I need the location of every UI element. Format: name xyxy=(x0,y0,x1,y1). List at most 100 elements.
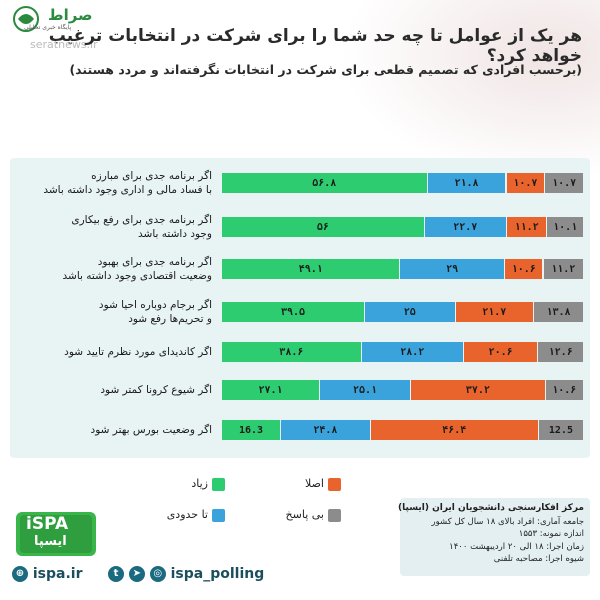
data-label: ۳۸.۶ xyxy=(279,346,304,358)
bar-segment-zyad: ۳۸.۶ xyxy=(222,342,361,362)
bar-segment-asla: ۲۰.۶ xyxy=(463,342,538,362)
legend-swatch-zyad xyxy=(212,478,225,491)
header-background xyxy=(340,0,600,180)
bar-segment-zyad: ۲۷.۱ xyxy=(222,380,320,400)
bar-segment-bi-pasokh: ۱۲.۶ xyxy=(538,342,583,362)
row-label-line: اگر برنامه جدی برای مبارزه xyxy=(91,170,212,182)
legend-label-ta-hodudi: تا حدودی xyxy=(166,508,208,521)
data-label: ۲۰.۶ xyxy=(488,346,513,358)
bar-segment-zyad: ۳۹.۵ xyxy=(222,302,364,322)
telegram-icon[interactable]: ➤ xyxy=(128,566,145,582)
data-label: ۲۱.۷ xyxy=(482,306,507,318)
survey-info-box: مرکز افکارسنجی دانشجویان ایران (ایسپا) ج… xyxy=(398,498,590,576)
bar-segment-asla: ۳۷.۲ xyxy=(411,380,545,400)
bar-segment-ta-hodudi: ۲۹ xyxy=(400,259,505,279)
row-label: اگر برنامه جدی برای مبارزه با فساد مالی و… xyxy=(12,169,212,197)
bar-segment-zyad: ۵۶.۸ xyxy=(222,173,427,193)
row-label-line: وجود داشته باشد xyxy=(138,228,212,240)
data-label: 16.3 xyxy=(238,424,264,436)
legend-swatch-bi-pasokh xyxy=(328,509,341,522)
bar-segment-zyad: ۵۶ xyxy=(222,217,424,237)
ispa-logo-persian: ایسپا xyxy=(34,534,67,549)
row-label: اگر کاندیدای مورد نظرم تایید شود xyxy=(12,345,212,359)
bar-segment-asla: ۱۱.۲ xyxy=(506,217,547,237)
bar-segment-asla: ۲۱.۷ xyxy=(455,302,534,322)
data-label: ۱۱.۲ xyxy=(514,221,539,233)
data-label: ۳۷.۲ xyxy=(465,384,490,396)
bar-segment-bi-pasokh: 12.5 xyxy=(538,420,584,440)
bar-segment-bi-pasokh: ۱۰.۶ xyxy=(545,380,583,400)
data-label: ۱۱.۲ xyxy=(551,263,576,275)
row-label: اگر وضعیت بورس بهتر شود xyxy=(12,423,212,437)
data-label: ۵۶.۸ xyxy=(312,177,337,189)
bar-segment-asla: ۱۰.۶ xyxy=(505,259,543,279)
serat-brand-text: صراط xyxy=(48,6,93,24)
bar-segment-ta-hodudi: ۲۵ xyxy=(365,302,455,322)
legend-label-zyad: زیاد xyxy=(191,477,208,490)
data-label: ۲۵ xyxy=(403,306,416,318)
data-label: ۲۷.۱ xyxy=(258,384,283,396)
legend-swatch-asla xyxy=(328,478,341,491)
website-link[interactable]: ⊕ ispa.ir xyxy=(12,566,83,582)
data-label: ۵۶ xyxy=(316,221,329,233)
data-label: ۲۵.۱ xyxy=(352,384,378,396)
info-sample: اندازه نمونه: ۱۵۵۳ xyxy=(518,529,584,539)
row-label-line: اگر کاندیدای مورد نظرم تایید شود xyxy=(64,346,212,358)
social-links[interactable]: t ➤ ◎ ispa_polling xyxy=(108,566,264,582)
globe-icon: ⊕ xyxy=(12,566,28,582)
row-label: اگر برنامه جدی برای بهبود وضعیت اقتصادی و… xyxy=(12,255,212,283)
data-label: ۲۸.۲ xyxy=(400,346,425,358)
row-label: اگر شیوع کرونا کمتر شود xyxy=(12,383,212,397)
bar-segment-zyad: ۴۹.۱ xyxy=(222,259,400,279)
instagram-icon[interactable]: ◎ xyxy=(149,566,166,582)
data-label: ۲۹ xyxy=(446,263,459,275)
row-label-line: اگر برجام دوباره احیا شود xyxy=(98,299,212,311)
legend-label-asla: اصلا xyxy=(305,477,324,490)
data-label: ۱۰.۷ xyxy=(552,177,577,189)
info-date: زمان اجرا: ۱۸ الی ۲۰ اردیبهشت ۱۴۰۰ xyxy=(449,541,584,552)
row-label-line: اگر برنامه جدی برای رفع بیکاری xyxy=(71,214,212,226)
serat-sub-text: پایگاه خبری تحلیلی xyxy=(24,24,72,31)
row-label-line: اگر شیوع کرونا کمتر شود xyxy=(100,384,212,396)
data-label: ۱۳.۸ xyxy=(546,306,571,318)
bar-segment-asla: ۴۶.۴ xyxy=(370,420,538,440)
data-label: ۱۰.۶ xyxy=(552,384,577,396)
row-label-line: و تحریم‌ها رفع شود xyxy=(128,313,212,325)
legend-swatch-ta-hodudi xyxy=(212,509,225,522)
bar-segment-bi-pasokh: ۱۰.۷ xyxy=(545,173,583,193)
watermark: seratnews.ir xyxy=(30,38,98,51)
bar-segment-ta-hodudi: ۲۸.۲ xyxy=(361,342,463,362)
bar-segment-ta-hodudi: ۲۲.۷ xyxy=(424,217,506,237)
bar-segment-ta-hodudi: ۲۱.۸ xyxy=(427,173,506,193)
row-label-line: اگر برنامه جدی برای بهبود xyxy=(97,256,212,268)
data-label: ۱۰.۶ xyxy=(511,263,536,275)
info-population: جامعه آماری: افراد بالای ۱۸ سال کل کشور xyxy=(431,516,584,527)
data-label: ۲۲.۷ xyxy=(453,221,478,233)
data-label: ۲۴.۸ xyxy=(313,424,338,436)
data-label: ۱۰.۱ xyxy=(553,221,578,233)
row-label-line: اگر وضعیت بورس بهتر شود xyxy=(90,424,212,436)
chart-subtitle: (برحسب افرادی که تصمیم قطعی برای شرکت در… xyxy=(69,62,582,77)
bar-segment-bi-pasokh: ۱۰.۱ xyxy=(547,217,583,237)
twitter-icon[interactable]: t xyxy=(108,566,124,582)
bar-segment-ta-hodudi: ۲۵.۱ xyxy=(320,380,410,400)
legend-label-bi-pasokh: بی پاسخ xyxy=(285,508,324,521)
ispa-logo: iSPA ایسپا xyxy=(12,510,100,558)
data-label: ۴۹.۱ xyxy=(298,263,323,275)
ispa-logo-latin: iSPA xyxy=(26,514,69,534)
serat-emblem-icon xyxy=(13,6,39,32)
website-text: ispa.ir xyxy=(32,566,83,582)
bar-segment-bi-pasokh: ۱۳.۸ xyxy=(534,302,583,322)
row-label: اگر برنامه جدی برای رفع بیکاری وجود داشته… xyxy=(12,213,212,241)
social-handle: ispa_polling xyxy=(170,566,265,582)
chart-title: هر یک از عوامل تا چه حد شما را برای شرکت… xyxy=(48,26,582,66)
serat-logo: صراط پایگاه خبری تحلیلی xyxy=(8,4,128,36)
row-label-line: با فساد مالی و اداری وجود داشته باشد xyxy=(43,184,212,196)
data-label: ۳۹.۵ xyxy=(280,306,306,318)
bar-segment-asla: ۱۰.۷ xyxy=(506,173,545,193)
row-label: اگر برجام دوباره احیا شود و تحریم‌ها رفع … xyxy=(12,298,212,326)
data-label: ۴۶.۴ xyxy=(442,424,467,436)
info-org: مرکز افکارسنجی دانشجویان ایران (ایسپا) xyxy=(398,503,584,513)
data-label: ۱۲.۶ xyxy=(548,346,573,358)
ispa-logo-icon xyxy=(16,512,96,556)
